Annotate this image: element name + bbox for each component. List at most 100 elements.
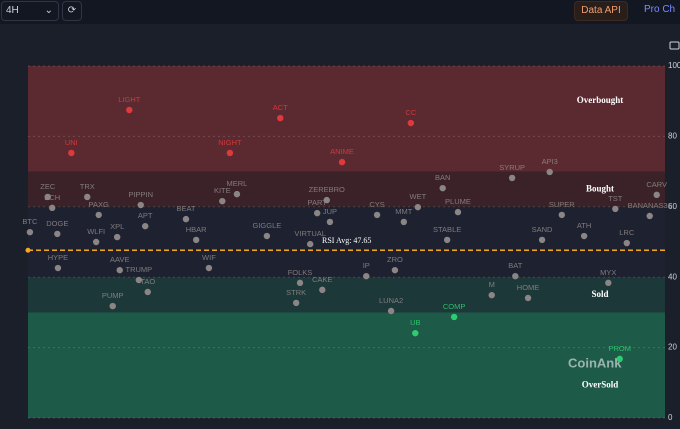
point-label: HYPE	[48, 253, 68, 262]
point-label: ACT	[273, 103, 288, 112]
point	[363, 272, 370, 280]
point-label: BAN	[435, 173, 450, 182]
point	[142, 222, 149, 230]
point-label: NIGHT	[218, 138, 242, 147]
point	[49, 204, 56, 212]
point	[319, 286, 326, 294]
point-label: LRC	[619, 228, 635, 237]
point	[292, 299, 300, 307]
data-api-button[interactable]: Data API	[574, 1, 628, 21]
point	[612, 205, 619, 213]
point	[616, 355, 623, 363]
y-tick-label: 100	[668, 61, 680, 70]
point	[538, 236, 546, 244]
point	[412, 329, 419, 337]
point-label: VIRTUAL	[294, 229, 326, 238]
camera-icon	[669, 41, 680, 50]
point	[263, 232, 271, 240]
point	[439, 184, 446, 192]
interval: 4H	[6, 5, 19, 16]
point-label: API3	[542, 157, 558, 166]
point	[44, 193, 51, 201]
point-label: SAND	[532, 225, 553, 234]
point-label: SUPER	[549, 200, 575, 209]
point-label: CYS	[369, 200, 384, 209]
point-label: PART	[308, 198, 328, 207]
point	[646, 212, 653, 220]
point	[306, 240, 314, 248]
data-api: Data API	[581, 5, 621, 16]
point	[653, 191, 660, 199]
point-label: HBAR	[186, 225, 207, 234]
toolbar: 4H ⌄ ⟳ Data API Pro Ch	[0, 0, 680, 24]
point-label: DOGE	[46, 219, 68, 228]
point-label: BEAT	[176, 204, 195, 213]
point	[182, 215, 190, 223]
point	[233, 190, 241, 198]
point-label: CARV	[646, 180, 667, 189]
point-label: ZEREBRO	[309, 185, 345, 194]
point	[226, 149, 234, 157]
point-label: WLFI	[87, 227, 105, 236]
zone	[28, 66, 665, 172]
refresh[interactable]: ⟳	[62, 1, 82, 21]
point	[387, 307, 395, 315]
point	[580, 232, 588, 240]
point-label: MMT	[395, 207, 412, 216]
point	[135, 276, 143, 284]
point-label: WIF	[202, 253, 216, 262]
point-label: TRX	[80, 182, 95, 191]
point-label: PAXG	[89, 200, 109, 209]
point-label: LUNA2	[379, 296, 403, 305]
point-label: TRUMP	[126, 265, 153, 274]
point-label: CC	[405, 108, 416, 117]
point-label: BAT	[508, 261, 522, 270]
watermark: CoinAnk	[568, 355, 622, 370]
point	[508, 174, 516, 182]
point	[113, 233, 121, 241]
point	[54, 264, 62, 272]
point	[137, 201, 144, 209]
point	[558, 211, 566, 219]
point	[391, 266, 399, 274]
point	[338, 158, 346, 166]
interval-select[interactable]: 4H ⌄	[1, 1, 59, 21]
point-label: UB	[410, 318, 420, 327]
pro: Pro Ch	[644, 4, 676, 15]
point-label: HOME	[517, 283, 540, 292]
point-label: BANANAS31	[628, 201, 672, 210]
y-tick-label: 80	[668, 132, 677, 141]
point-label: COMP	[443, 302, 466, 311]
y-tick-label: 40	[668, 272, 677, 281]
point-label: BCH	[44, 193, 60, 202]
zone	[28, 171, 665, 207]
point-label: GIGGLE	[252, 221, 281, 230]
point	[512, 272, 519, 280]
point	[84, 193, 91, 201]
y-tick-label: 60	[668, 202, 677, 211]
point-label: APT	[138, 211, 153, 220]
point	[488, 291, 495, 299]
point	[313, 209, 321, 217]
point-label: XPL	[110, 222, 124, 231]
point	[219, 197, 226, 205]
point	[443, 236, 451, 244]
point-label: SYRUP	[499, 163, 525, 172]
point	[450, 313, 458, 321]
point-label: PIPPIN	[128, 190, 153, 199]
point-label: M	[489, 280, 495, 289]
pro-button[interactable]: Pro Ch	[640, 1, 680, 19]
point	[116, 266, 123, 274]
point	[605, 279, 612, 287]
point-label: ZEC	[40, 182, 56, 191]
point-label: IP	[363, 261, 370, 270]
point	[326, 218, 334, 226]
point	[205, 264, 213, 272]
point-label: STRK	[286, 288, 306, 297]
point	[126, 106, 133, 114]
point-label: KITE	[214, 186, 231, 195]
point-label: AAVE	[110, 255, 129, 264]
y-tick-label: 0	[668, 413, 673, 422]
point-label: MERL	[227, 179, 248, 188]
